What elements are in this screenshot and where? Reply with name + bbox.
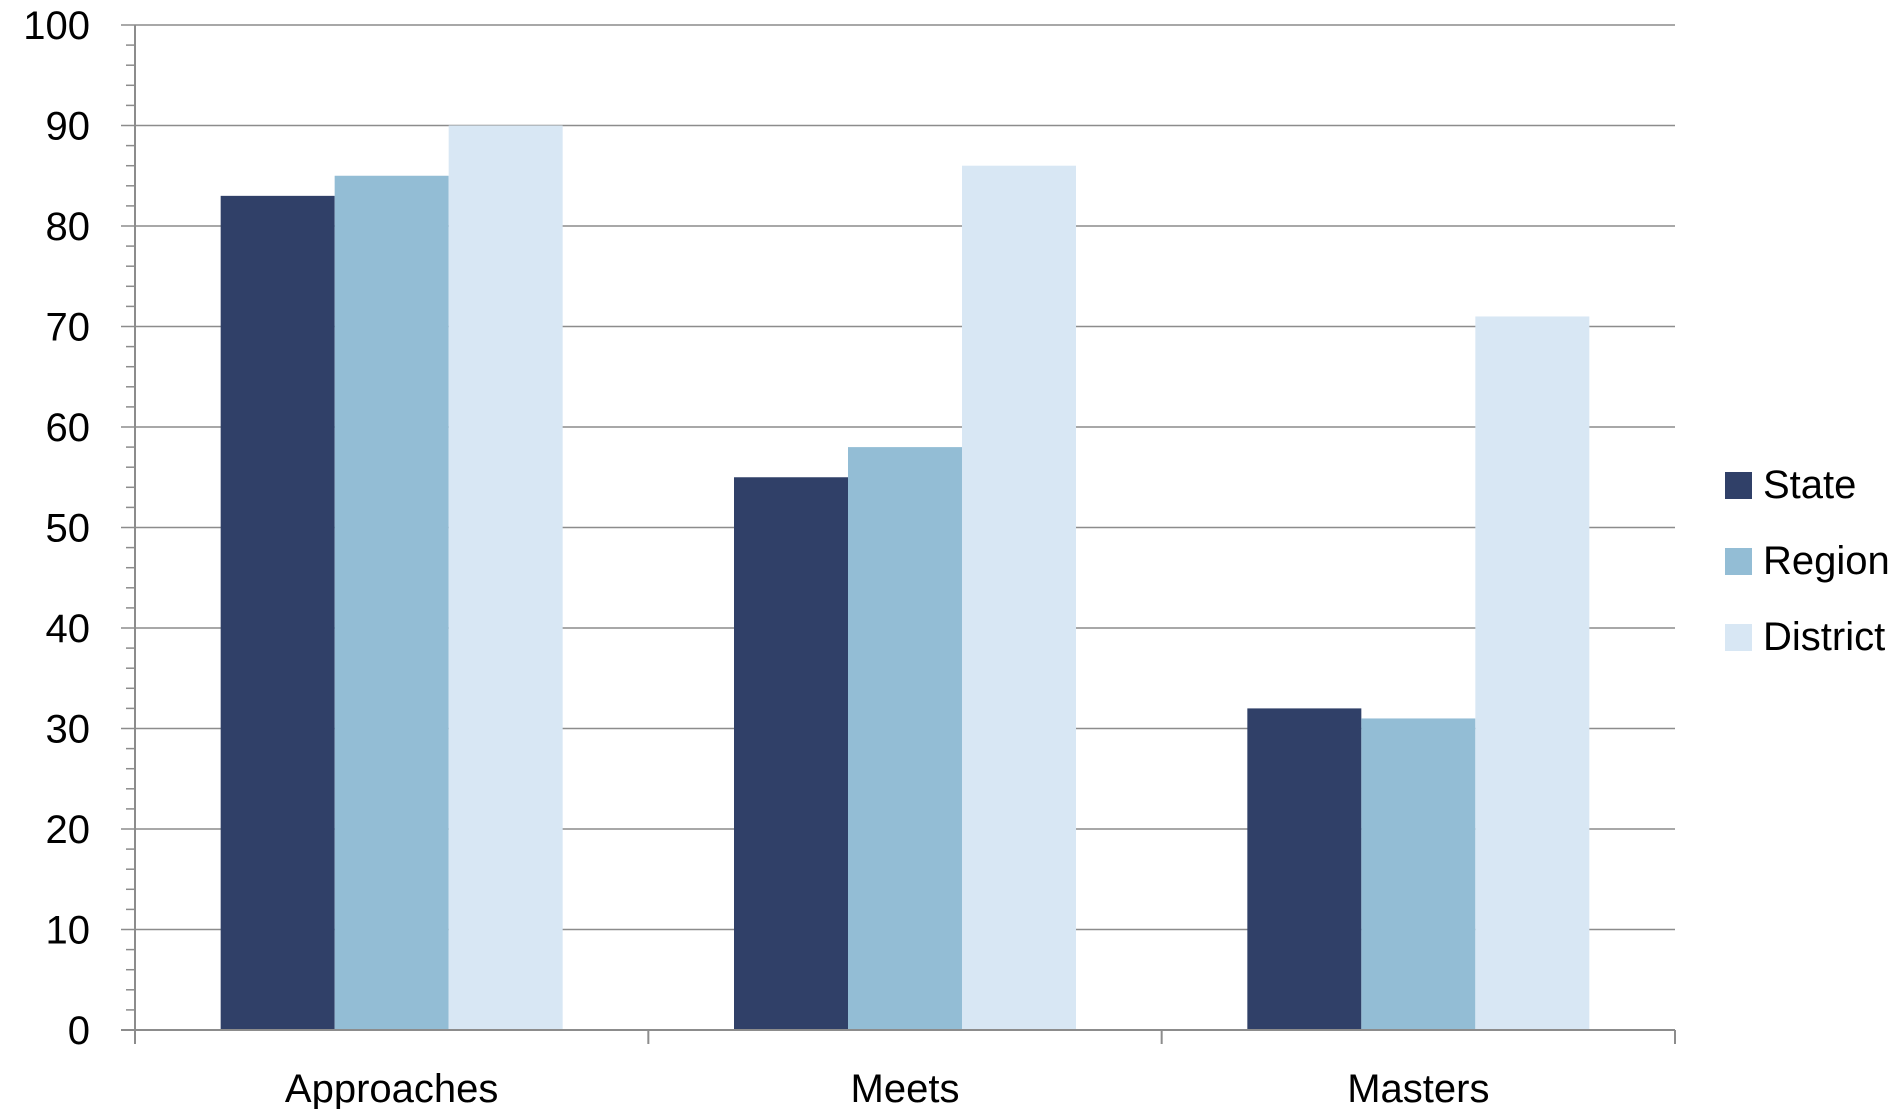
bar-district-masters — [1475, 316, 1590, 1030]
bar-district-meets — [962, 165, 1076, 1030]
legend-swatch-state — [1725, 472, 1752, 499]
legend-swatch-district — [1725, 624, 1752, 651]
y-tick-label: 100 — [23, 4, 90, 48]
y-tick-label: 0 — [68, 1009, 90, 1053]
x-category-labels: Approaches Meets Masters — [285, 1067, 1490, 1109]
y-tick-label: 80 — [46, 205, 91, 249]
bar-state-meets — [734, 477, 848, 1030]
legend-label-region: Region — [1763, 539, 1890, 583]
x-category-label: Approaches — [285, 1067, 498, 1109]
axes — [121, 24, 1676, 1044]
bar-state-masters — [1247, 708, 1362, 1030]
y-tick-label: 10 — [46, 909, 91, 953]
y-tick-label: 30 — [46, 708, 91, 752]
y-tick-labels: 0 10 20 30 40 50 60 70 80 90 100 — [23, 4, 90, 1053]
y-tick-label: 70 — [46, 306, 91, 350]
bar-region-meets — [848, 447, 962, 1031]
bars — [220, 125, 1590, 1031]
y-tick-label: 50 — [46, 507, 91, 551]
y-tick-label: 60 — [46, 406, 91, 450]
y-tick-label: 90 — [46, 105, 91, 149]
y-tick-label: 20 — [46, 808, 91, 852]
bar-region-approaches — [334, 175, 449, 1030]
bar-district-approaches — [448, 125, 563, 1030]
x-category-label: Masters — [1347, 1067, 1489, 1109]
y-tick-label: 40 — [46, 607, 91, 651]
legend-label-district: District — [1763, 615, 1885, 659]
legend-swatch-region — [1725, 548, 1752, 575]
bar-state-approaches — [220, 195, 335, 1031]
x-category-label: Meets — [851, 1067, 960, 1109]
bar-region-masters — [1361, 718, 1476, 1030]
legend-label-state: State — [1763, 463, 1856, 507]
legend: State Region District — [1725, 463, 1890, 659]
